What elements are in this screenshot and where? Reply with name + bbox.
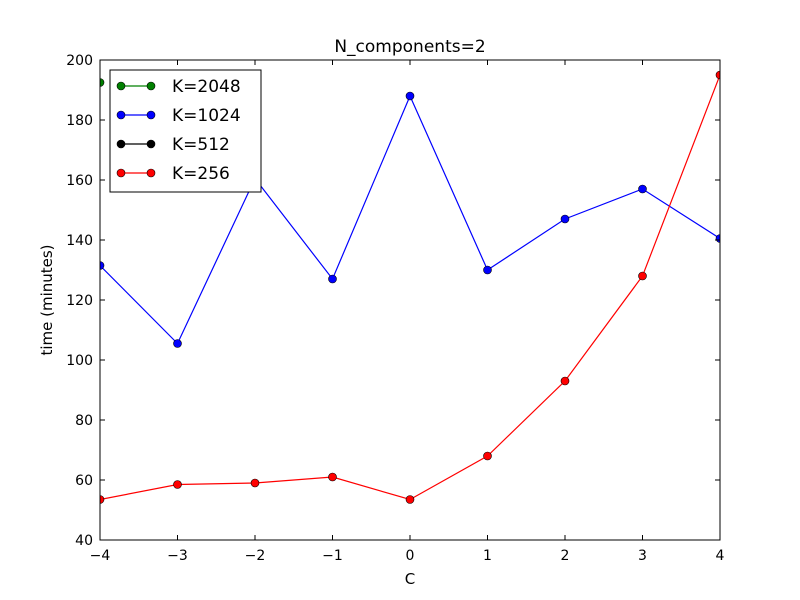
x-tick-label: 3: [638, 548, 647, 564]
data-point-k-1024: [638, 184, 647, 194]
y-tick-label: 80: [75, 413, 93, 429]
legend-label-k-1024: K=1024: [172, 106, 241, 126]
legend-marker-k-256: [146, 168, 156, 178]
y-tick-label: 140: [66, 233, 93, 249]
legend-marker-k-512: [146, 139, 156, 149]
data-point-k-1024: [405, 91, 415, 101]
y-tick-label: 60: [75, 473, 93, 489]
y-axis-title: time (minutes): [38, 244, 56, 355]
y-tick-label: 200: [66, 53, 93, 69]
legend-marker-k-2048: [116, 81, 126, 91]
data-point-k-1024: [328, 274, 337, 284]
data-point-k-1024: [560, 214, 570, 224]
data-point-k-256: [560, 376, 570, 386]
x-tick-label: 0: [406, 548, 415, 564]
legend-marker-k-2048: [146, 81, 156, 91]
data-point-k-256: [638, 271, 647, 281]
legend-box: [109, 69, 262, 193]
data-point-k-256: [250, 478, 260, 488]
data-point-k-256: [328, 472, 337, 482]
data-point-k-256: [483, 451, 492, 461]
x-axis-title: C: [405, 570, 415, 588]
legend-marker-k-256: [116, 168, 126, 178]
y-tick-label: 120: [66, 293, 93, 309]
data-point-k-256: [173, 480, 182, 489]
x-tick-label: −3: [167, 548, 188, 564]
data-point-k-1024: [100, 261, 105, 270]
x-tick-label: −4: [90, 548, 111, 564]
legend-marker-k-512: [116, 139, 126, 149]
data-point-k-2048: [100, 78, 105, 87]
y-tick-label: 100: [66, 353, 93, 369]
data-point-k-256: [405, 495, 415, 504]
data-point-k-256: [100, 495, 105, 504]
axes-layer: −4 −3 −2 −1 0 1 2 3 4 40 60 80 100 120 140 160 180 200: [66, 53, 724, 564]
y-tick-label: 40: [75, 533, 93, 549]
x-tick-label: 2: [561, 548, 570, 564]
legend-label-k-2048: K=2048: [172, 77, 241, 97]
legend-label-k-512: K=512: [172, 135, 230, 155]
y-tick-label: 180: [66, 113, 93, 129]
data-point-k-1024: [173, 339, 182, 348]
x-tick-label: −2: [245, 548, 266, 564]
chart-title: N_components=2: [334, 37, 485, 57]
x-tick-label: 4: [716, 548, 725, 564]
data-point-k-256: [715, 70, 720, 80]
legend-marker-k-1024: [146, 110, 156, 120]
y-tick-label: 160: [66, 173, 93, 189]
x-tick-label: 1: [483, 548, 492, 564]
legend: K=2048 K=1024 K=512 K=256: [109, 69, 262, 193]
legend-marker-k-1024: [116, 110, 126, 120]
legend-label-k-256: K=256: [172, 164, 230, 184]
data-point-k-1024: [483, 265, 492, 275]
x-tick-label: −1: [322, 548, 343, 564]
